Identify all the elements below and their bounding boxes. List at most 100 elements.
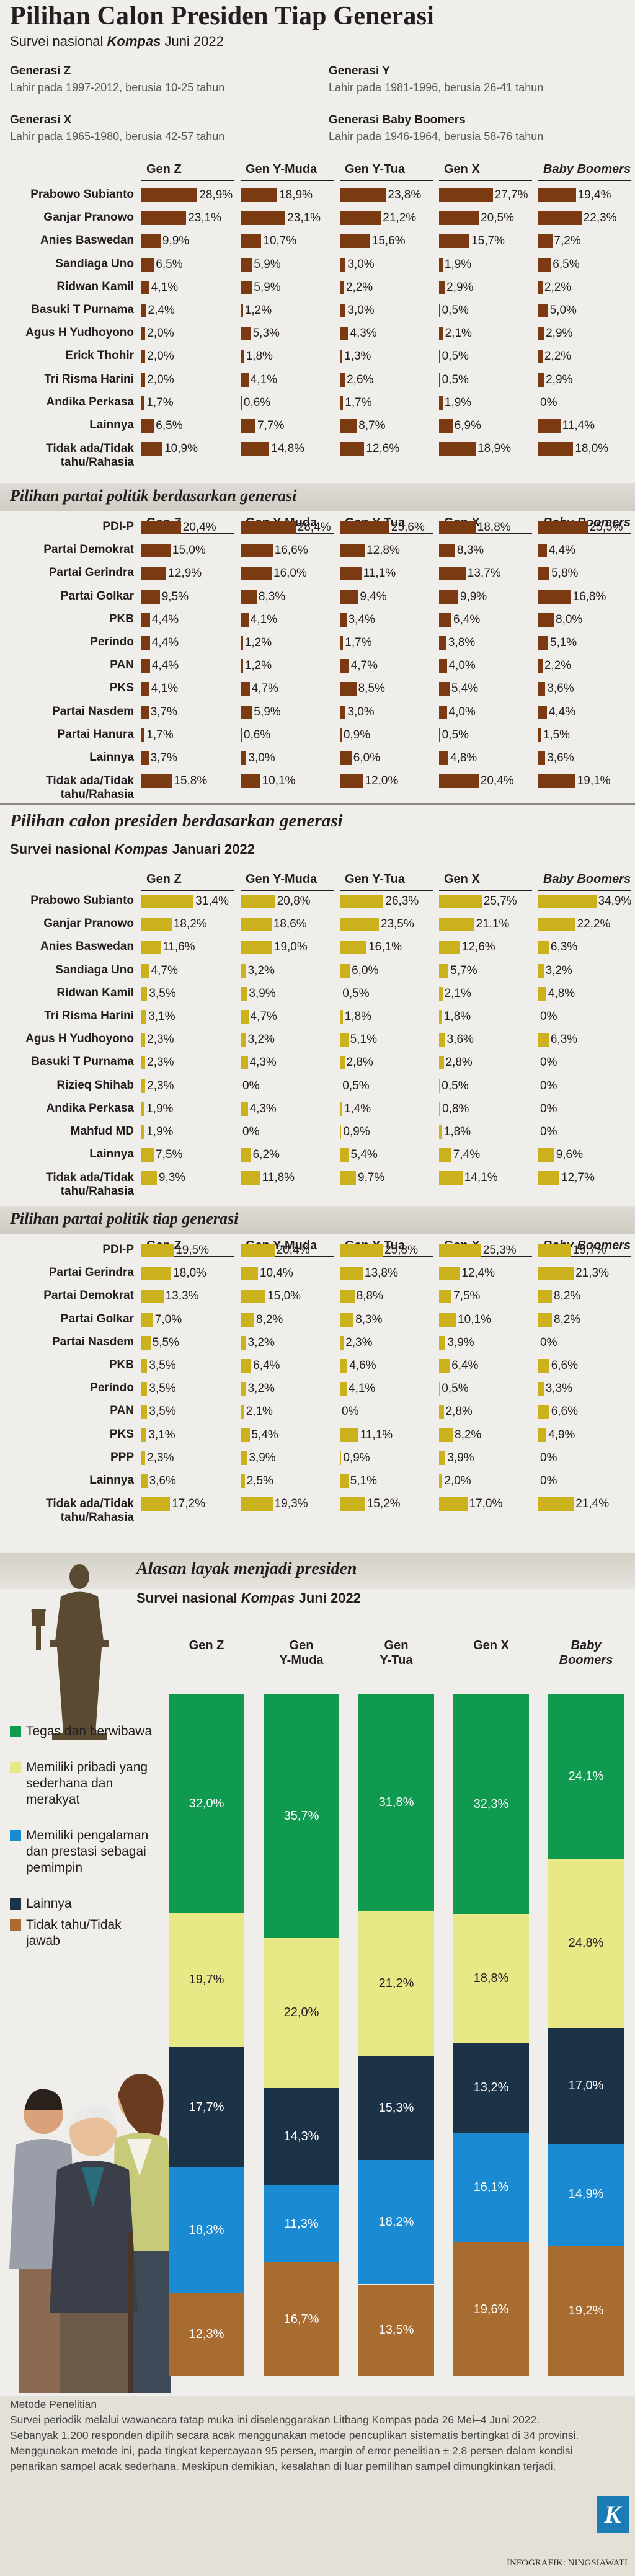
bar	[538, 590, 571, 604]
bar	[538, 1267, 574, 1281]
data-label: 2,9%	[546, 373, 573, 386]
bar	[141, 521, 181, 534]
data-label: 5,4%	[451, 682, 479, 696]
data-label: 1,7%	[345, 396, 372, 409]
bar	[141, 895, 194, 908]
column-header-rule	[439, 1256, 532, 1257]
data-label: 2,2%	[544, 350, 572, 363]
bar	[340, 590, 358, 604]
bar	[141, 211, 187, 226]
data-label: 4,3%	[249, 1056, 277, 1069]
data-label: 6,5%	[156, 257, 183, 271]
bar	[141, 1010, 147, 1024]
data-label: 4,0%	[448, 705, 476, 719]
bar	[439, 257, 443, 272]
bar	[340, 895, 384, 908]
data-label: 3,9%	[249, 986, 276, 1000]
bar	[439, 1102, 441, 1116]
data-label: 9,7%	[358, 1171, 385, 1185]
column-header-rule	[141, 533, 234, 534]
bar	[340, 682, 357, 696]
data-label: 2,0%	[147, 373, 174, 386]
bar	[340, 1148, 349, 1162]
bar	[340, 567, 362, 581]
bar	[538, 373, 544, 387]
column-header: Gen Y-Tua	[345, 162, 406, 176]
data-label: 9,9%	[162, 234, 190, 248]
data-label: 8,2%	[256, 1312, 283, 1326]
row-label: Lainnya	[89, 418, 134, 432]
data-label: 13,8%	[365, 1267, 398, 1280]
data-label: 11,1%	[363, 567, 396, 580]
row-label: Tidak ada/Tidak tahu/Rahasia	[46, 1171, 134, 1198]
bar	[241, 613, 249, 627]
row-label: Sandiaga Uno	[55, 963, 134, 976]
page-subtitle: Survei nasional Kompas Juni 2022	[10, 33, 224, 49]
data-label: 0%	[540, 1451, 557, 1464]
data-label: 0,5%	[342, 1079, 370, 1092]
bar	[439, 1290, 452, 1304]
data-label: 0,5%	[442, 728, 469, 741]
legend-swatch	[10, 1919, 21, 1931]
bar	[538, 659, 543, 673]
data-label: 3,9%	[249, 1451, 276, 1464]
data-label: 19,3%	[274, 1497, 308, 1511]
data-label: 6,5%	[156, 419, 183, 432]
row-label: Tri Risma Harini	[44, 372, 134, 386]
section-subtitle-jan-candidate: Survei nasional Kompas Januari 2022	[10, 841, 255, 857]
data-label: 2,3%	[147, 1451, 174, 1464]
bar	[241, 728, 242, 742]
bar	[538, 544, 547, 558]
segment-label: 19,2%	[568, 2303, 604, 2317]
bar	[538, 1497, 574, 1512]
row-label: PKB	[109, 612, 134, 626]
bar	[439, 1405, 444, 1419]
bar	[241, 1382, 246, 1396]
bar	[141, 327, 146, 341]
bar	[340, 1382, 347, 1396]
row-label: Basuki T Purnama	[31, 303, 134, 316]
bar	[141, 567, 167, 581]
bar	[538, 613, 554, 627]
data-label: 25,7%	[483, 895, 517, 908]
bar	[141, 350, 146, 364]
bar	[241, 1451, 247, 1465]
bar	[439, 211, 479, 226]
bar	[439, 728, 440, 742]
data-label: 0%	[540, 1102, 557, 1115]
bar	[241, 1359, 252, 1373]
row-label: Perindo	[90, 1381, 134, 1395]
segment-label: 11,3%	[284, 2216, 319, 2231]
bar	[141, 1359, 148, 1373]
bar	[538, 327, 544, 341]
data-label: 0,9%	[343, 1125, 370, 1138]
bar	[340, 544, 365, 558]
gen-z-label: Generasi Z	[10, 64, 71, 77]
bar	[241, 918, 272, 932]
data-label: 2,3%	[147, 1079, 174, 1092]
data-label: 10,9%	[164, 442, 198, 456]
bar	[141, 1428, 147, 1442]
data-label: 0,5%	[442, 1079, 469, 1092]
data-label: 23,5%	[380, 918, 414, 931]
stack-segment: 12,3%	[169, 2292, 244, 2376]
bar	[141, 774, 172, 789]
data-label: 4,4%	[548, 544, 576, 557]
data-label: 4,8%	[548, 986, 575, 1000]
bar	[241, 1010, 249, 1024]
data-label: 8,8%	[356, 1290, 383, 1303]
data-label: 3,6%	[547, 751, 574, 764]
bar	[538, 521, 588, 534]
bar	[439, 1497, 468, 1512]
bar	[141, 682, 149, 696]
data-label: 8,7%	[358, 419, 386, 432]
bar	[538, 1290, 552, 1304]
bar	[141, 419, 154, 433]
segment-label: 15,3%	[378, 2100, 414, 2115]
data-label: 21,2%	[383, 211, 417, 225]
data-label: 1,9%	[444, 396, 472, 409]
bar	[439, 590, 458, 604]
data-label: 6,4%	[253, 1359, 280, 1372]
bar	[141, 636, 150, 650]
bar	[241, 1290, 266, 1304]
